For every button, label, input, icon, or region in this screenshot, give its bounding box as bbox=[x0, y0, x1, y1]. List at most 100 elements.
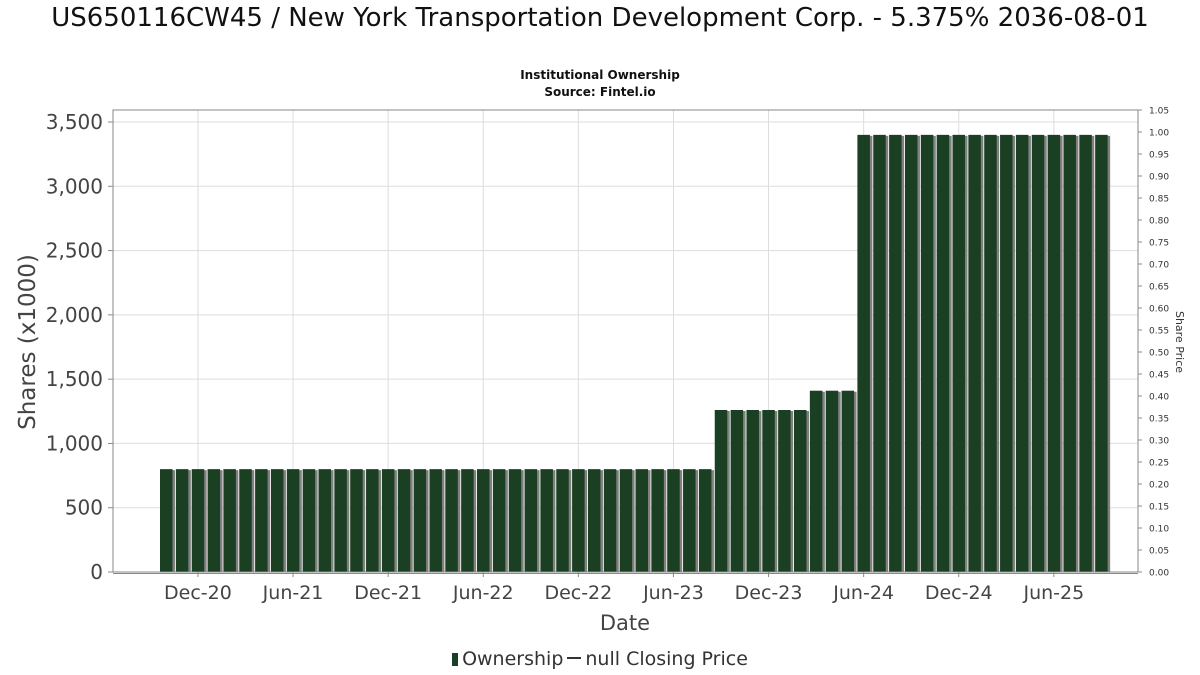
closing-price-legend-swatch bbox=[567, 657, 582, 659]
ownership-bar bbox=[714, 410, 728, 572]
ownership-bar bbox=[175, 469, 189, 572]
y2-tick-label: 0.80 bbox=[1149, 217, 1169, 227]
y2-tick-label: 0.75 bbox=[1149, 239, 1169, 249]
ownership-bar bbox=[683, 469, 696, 572]
x-tick-label: Dec-21 bbox=[354, 582, 422, 604]
ownership-bar bbox=[270, 469, 284, 572]
chart-subtitle-source: Source: Fintel.io bbox=[544, 85, 656, 99]
ownership-bar bbox=[461, 469, 474, 572]
ownership-bar bbox=[524, 469, 538, 572]
ownership-bar bbox=[809, 390, 823, 572]
y2-tick-label: 0.55 bbox=[1149, 327, 1169, 337]
y2-tick-label: 0.60 bbox=[1149, 305, 1169, 315]
x-tick-label: Jun-24 bbox=[832, 582, 894, 604]
ownership-bar bbox=[397, 469, 411, 572]
ownership-bar bbox=[508, 469, 522, 572]
x-tick-label: Dec-24 bbox=[925, 582, 993, 604]
ownership-bar bbox=[492, 469, 506, 572]
y2-tick-label: 0.90 bbox=[1149, 173, 1169, 183]
ownership-bar bbox=[651, 469, 664, 572]
chart-legend: Ownership null Closing Price bbox=[0, 648, 1200, 670]
ownership-bar bbox=[445, 469, 458, 572]
ownership-bar bbox=[572, 469, 585, 572]
y-axis-label: Shares (x1000) bbox=[15, 254, 41, 430]
ownership-bar bbox=[1031, 134, 1045, 572]
y2-tick-label: 0.95 bbox=[1149, 151, 1169, 161]
y2-tick-label: 0.50 bbox=[1149, 349, 1169, 359]
y-tick-label: 3,000 bbox=[46, 174, 103, 198]
ownership-bar bbox=[477, 469, 490, 572]
y2-tick-label: 0.70 bbox=[1149, 261, 1169, 271]
ownership-bar bbox=[334, 469, 347, 572]
ownership-bar bbox=[318, 469, 331, 572]
ownership-bar bbox=[350, 469, 363, 572]
ownership-bar bbox=[1015, 134, 1029, 572]
ownership-bar bbox=[429, 469, 442, 572]
ownership-bar bbox=[873, 134, 886, 572]
y-tick-label: 1,500 bbox=[46, 367, 103, 391]
ownership-bar bbox=[381, 469, 395, 572]
ownership-bar bbox=[889, 134, 902, 572]
y2-axis-label: Share Price bbox=[1173, 311, 1186, 373]
ownership-bar bbox=[413, 469, 427, 572]
y2-tick-label: 0.30 bbox=[1149, 437, 1169, 447]
ownership-bar bbox=[1063, 134, 1076, 572]
ownership-bar bbox=[952, 134, 965, 572]
ownership-bar bbox=[635, 469, 648, 572]
ownership-bar bbox=[207, 469, 221, 572]
ownership-bar bbox=[936, 134, 950, 572]
ownership-bar bbox=[904, 134, 918, 572]
ownership-bar bbox=[730, 410, 744, 572]
ownership-bar bbox=[286, 469, 300, 572]
ownership-bar bbox=[698, 469, 712, 572]
ownership-bar bbox=[255, 469, 268, 572]
y2-tick-label: 0.45 bbox=[1149, 371, 1169, 381]
ownership-bar bbox=[302, 469, 316, 572]
ownership-bar bbox=[968, 134, 981, 572]
ownership-bar bbox=[794, 410, 807, 572]
x-tick-label: Jun-22 bbox=[452, 582, 514, 604]
x-tick-label: Dec-22 bbox=[544, 582, 612, 604]
y-tick-label: 2,500 bbox=[46, 239, 103, 263]
y2-tick-label: 0.15 bbox=[1149, 503, 1169, 513]
x-tick-label: Dec-20 bbox=[164, 582, 232, 604]
ownership-bar bbox=[857, 134, 870, 572]
y2-tick-label: 0.05 bbox=[1149, 547, 1169, 557]
ownership-bar bbox=[762, 410, 775, 572]
y2-tick-label: 1.05 bbox=[1149, 107, 1169, 117]
ownership-bar bbox=[540, 469, 553, 572]
ownership-bar bbox=[825, 390, 839, 572]
ownership-bar bbox=[1000, 134, 1013, 572]
y2-tick-label: 0.10 bbox=[1149, 525, 1169, 535]
ownership-bar bbox=[619, 469, 633, 572]
ownership-bar bbox=[366, 469, 379, 572]
y2-tick-label: 0.25 bbox=[1149, 459, 1169, 469]
y-tick-label: 500 bbox=[65, 496, 103, 520]
ownership-bar bbox=[984, 134, 997, 572]
ownership-legend-swatch bbox=[452, 653, 459, 666]
y2-tick-label: 0.65 bbox=[1149, 283, 1169, 293]
ownership-bar bbox=[1079, 134, 1092, 572]
plot-frame bbox=[112, 109, 1139, 573]
x-tick-label: Dec-23 bbox=[735, 582, 803, 604]
legend-item-closing-price: null Closing Price bbox=[585, 648, 748, 670]
y-tick-label: 2,000 bbox=[46, 303, 103, 327]
ownership-bar bbox=[1095, 134, 1108, 572]
ownership-bar bbox=[587, 469, 601, 572]
ownership-bar bbox=[667, 469, 680, 572]
ownership-bar bbox=[1047, 134, 1061, 572]
ownership-bar bbox=[160, 469, 173, 572]
ownership-bar bbox=[603, 469, 617, 572]
x-tick-label: Jun-21 bbox=[262, 582, 324, 604]
x-axis-label: Date bbox=[600, 611, 650, 635]
y2-tick-label: 0.85 bbox=[1149, 195, 1169, 205]
ownership-bar bbox=[778, 410, 791, 572]
y-tick-label: 3,500 bbox=[46, 110, 103, 134]
chart-title: US650116CW45 / New York Transportation D… bbox=[51, 3, 1149, 33]
y-tick-label: 0 bbox=[90, 560, 103, 584]
x-tick-label: Jun-23 bbox=[642, 582, 704, 604]
ownership-bar bbox=[841, 390, 855, 572]
chart-subtitle-ownership: Institutional Ownership bbox=[520, 68, 680, 82]
y-tick-label: 1,000 bbox=[46, 431, 103, 455]
